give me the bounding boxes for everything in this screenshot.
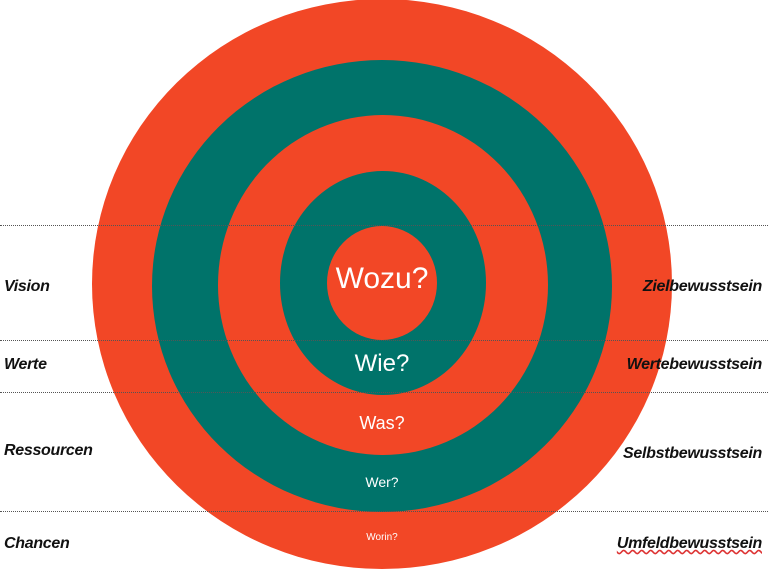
right-label-selbstbewusstsein: Selbstbewusstsein: [623, 445, 762, 462]
ring-wozu: [327, 226, 437, 340]
right-label-wertebewusstsein: Wertebewusstsein: [626, 356, 763, 373]
center-label-wer: Wer?: [365, 474, 399, 490]
divider-line: [0, 511, 768, 512]
center-label-was: Was?: [359, 413, 405, 433]
right-label-umfeldbewusstsein: Umfeldbewusstsein: [616, 535, 762, 552]
right-label-zielbewusstsein: Zielbewusstsein: [642, 278, 762, 295]
divider-line: [0, 340, 768, 341]
center-label-worin: Worin?: [366, 532, 398, 543]
left-label-werte: Werte: [4, 356, 47, 373]
divider-line: [0, 225, 768, 226]
left-label-chancen: Chancen: [4, 535, 70, 552]
center-label-wozu: Wozu?: [335, 262, 429, 295]
divider-line: [0, 392, 768, 393]
left-label-vision: Vision: [4, 278, 50, 295]
left-label-ressourcen: Ressourcen: [4, 442, 93, 459]
center-label-wie: Wie?: [354, 350, 410, 377]
